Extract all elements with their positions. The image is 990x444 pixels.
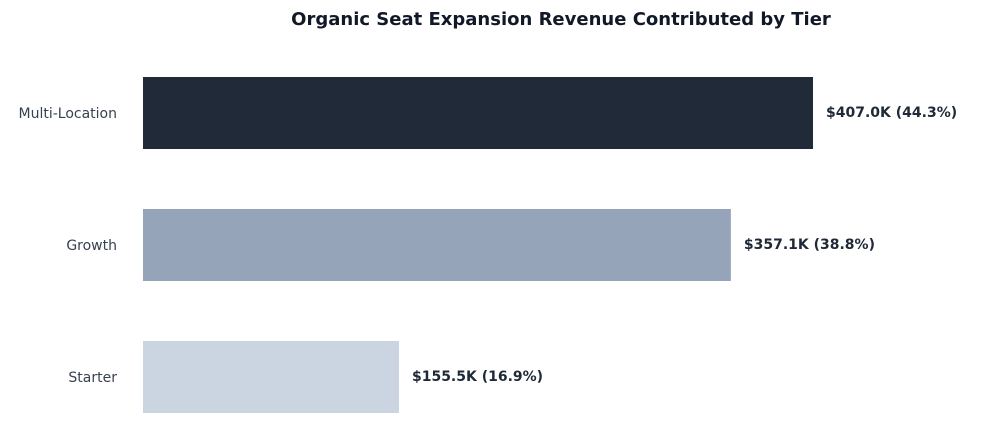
data-label: $155.5K (16.9%): [412, 369, 543, 385]
data-label: $407.0K (44.3%): [826, 105, 957, 121]
category-label: Growth: [66, 238, 117, 254]
bars-group: [143, 77, 813, 413]
value-labels-group: $407.0K (44.3%) $357.1K (38.8%) $155.5K (1…: [412, 105, 957, 385]
bar-starter: [143, 341, 399, 413]
data-label: $357.1K (38.8%): [744, 237, 875, 253]
category-label: Starter: [68, 370, 117, 386]
bar-multi-location: [143, 77, 813, 149]
chart-title: Organic Seat Expansion Revenue Contribut…: [291, 9, 831, 30]
bar-growth: [143, 209, 731, 281]
category-label: Multi-Location: [19, 106, 118, 122]
category-labels-group: Multi-Location Growth Starter: [19, 106, 118, 386]
